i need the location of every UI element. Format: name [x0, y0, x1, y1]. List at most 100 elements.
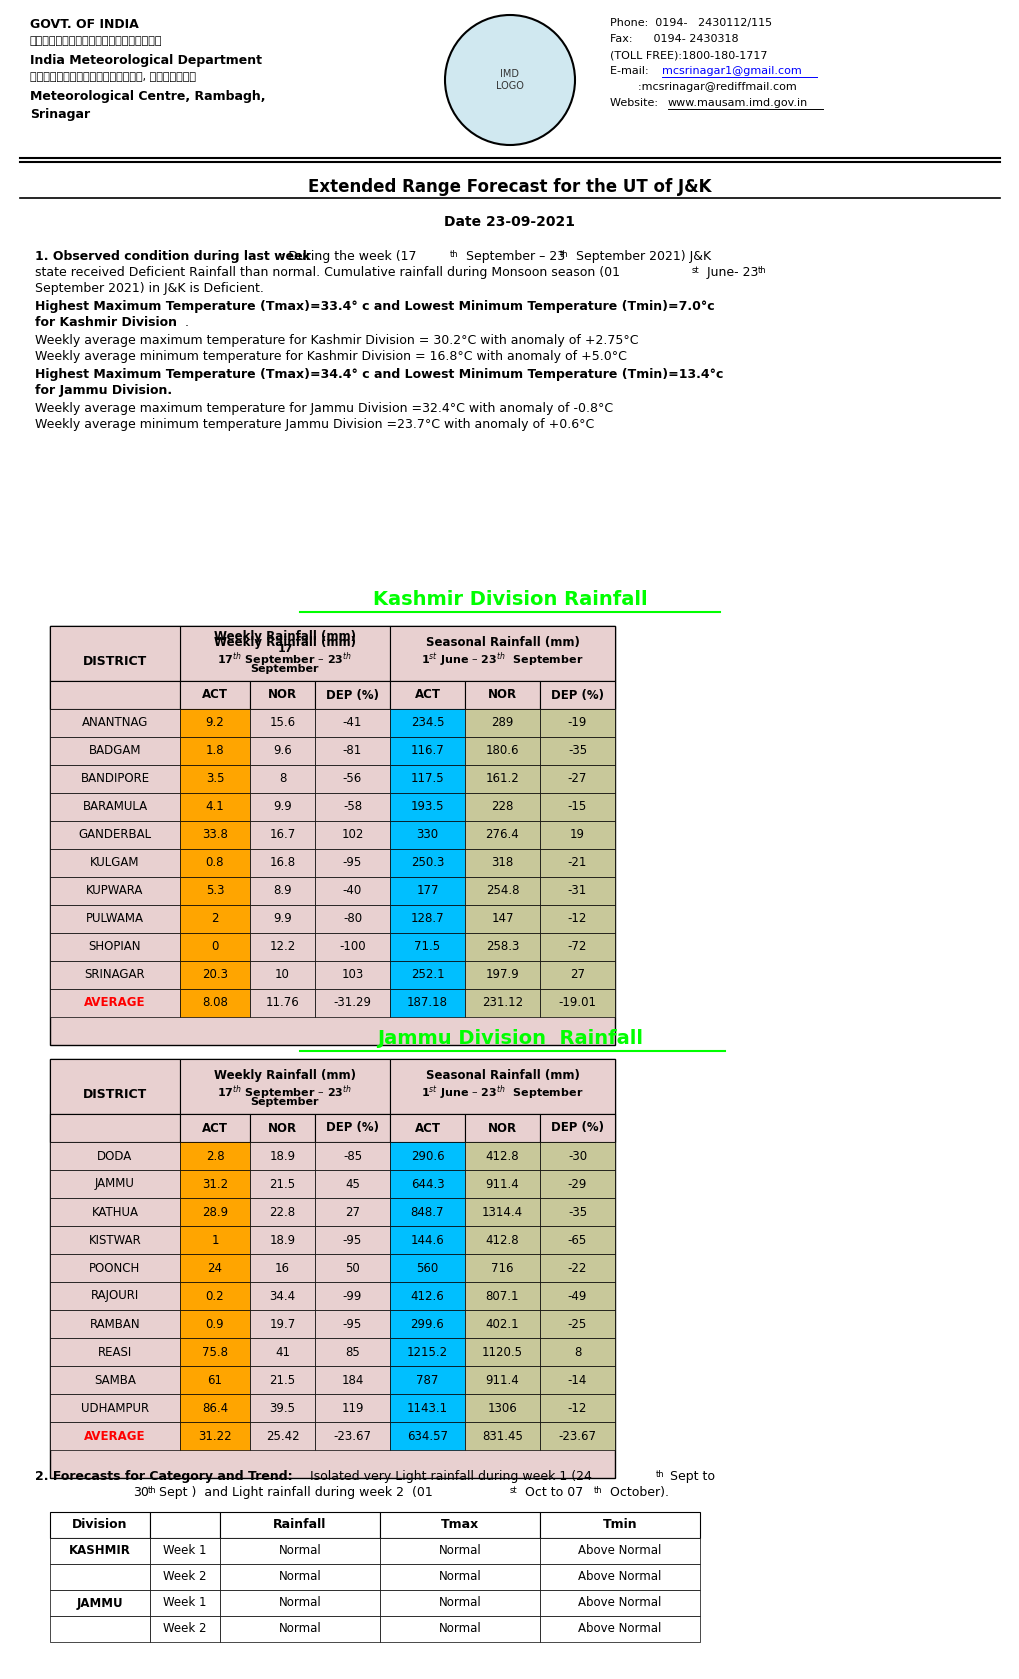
- Bar: [539, 1338, 614, 1367]
- Text: -30: -30: [568, 1150, 587, 1162]
- Text: -19: -19: [568, 717, 587, 729]
- Text: 128.7: 128.7: [411, 912, 444, 925]
- Bar: [250, 792, 315, 821]
- Text: Srinagar: Srinagar: [30, 107, 90, 121]
- Text: -31: -31: [568, 885, 587, 898]
- Bar: [179, 792, 250, 821]
- Bar: [539, 989, 614, 1017]
- Text: 187.18: 187.18: [407, 997, 447, 1009]
- Bar: [50, 1254, 179, 1283]
- Text: .: .: [184, 316, 189, 329]
- Bar: [250, 1254, 315, 1283]
- Text: JAMMU: JAMMU: [95, 1177, 135, 1190]
- Text: 21.5: 21.5: [269, 1373, 296, 1387]
- Text: 45: 45: [344, 1177, 360, 1190]
- Text: -49: -49: [568, 1289, 587, 1303]
- Text: 8: 8: [574, 1345, 581, 1358]
- Bar: [50, 1113, 614, 1142]
- Text: Week 1: Week 1: [163, 1597, 207, 1610]
- Text: -72: -72: [568, 940, 587, 954]
- Bar: [179, 682, 250, 709]
- Bar: [220, 1590, 380, 1615]
- Text: DODA: DODA: [97, 1150, 132, 1162]
- Text: -21: -21: [568, 856, 587, 870]
- Bar: [539, 1513, 699, 1538]
- Text: 27: 27: [344, 1206, 360, 1219]
- Text: 16: 16: [275, 1261, 289, 1274]
- Bar: [389, 1142, 465, 1170]
- Bar: [50, 1142, 179, 1170]
- Text: -12: -12: [568, 1402, 587, 1414]
- Text: Normal: Normal: [278, 1570, 321, 1583]
- Text: 1120.5: 1120.5: [482, 1345, 523, 1358]
- Bar: [50, 1615, 150, 1642]
- Bar: [389, 1283, 465, 1310]
- Text: Weekly Rainfall (mm): Weekly Rainfall (mm): [214, 636, 356, 650]
- Bar: [315, 876, 389, 905]
- Text: -23.67: -23.67: [333, 1429, 371, 1442]
- Bar: [250, 905, 315, 934]
- Bar: [315, 1170, 389, 1199]
- Text: 197.9: 197.9: [485, 969, 519, 982]
- Bar: [389, 709, 465, 737]
- Bar: [389, 1170, 465, 1199]
- Bar: [50, 766, 179, 792]
- Bar: [539, 821, 614, 850]
- Text: 234.5: 234.5: [411, 717, 444, 729]
- Text: st: st: [691, 265, 699, 275]
- Bar: [465, 1170, 539, 1199]
- Bar: [315, 1283, 389, 1310]
- Bar: [315, 792, 389, 821]
- Bar: [250, 709, 315, 737]
- Bar: [315, 821, 389, 850]
- Text: Rainfall: Rainfall: [273, 1518, 326, 1531]
- Bar: [389, 1059, 614, 1113]
- Text: 116.7: 116.7: [411, 744, 444, 757]
- Bar: [250, 821, 315, 850]
- Bar: [150, 1565, 220, 1590]
- Bar: [389, 1367, 465, 1394]
- Text: -56: -56: [342, 772, 362, 786]
- Text: 254.8: 254.8: [485, 885, 519, 898]
- Text: st: st: [510, 1486, 517, 1494]
- Bar: [465, 850, 539, 876]
- Text: Above Normal: Above Normal: [578, 1545, 661, 1558]
- Text: 787: 787: [416, 1373, 438, 1387]
- Bar: [250, 1199, 315, 1226]
- Text: 3.5: 3.5: [206, 772, 224, 786]
- Text: 85: 85: [344, 1345, 360, 1358]
- Bar: [250, 876, 315, 905]
- Bar: [50, 626, 614, 1044]
- Bar: [50, 1113, 179, 1142]
- Text: Weekly average minimum temperature Jammu Division =23.7°C with anomaly of +0.6°C: Weekly average minimum temperature Jammu…: [35, 418, 594, 432]
- Text: 1: 1: [211, 1234, 218, 1246]
- Text: 1314.4: 1314.4: [481, 1206, 523, 1219]
- Text: Jammu Division  Rainfall: Jammu Division Rainfall: [377, 1029, 642, 1048]
- Text: th: th: [593, 1486, 602, 1494]
- Bar: [50, 626, 179, 682]
- Text: Division: Division: [72, 1518, 127, 1531]
- Text: September: September: [251, 1096, 319, 1106]
- Bar: [250, 1113, 315, 1142]
- Text: REASI: REASI: [98, 1345, 132, 1358]
- Text: 193.5: 193.5: [411, 801, 444, 814]
- Text: 402.1: 402.1: [485, 1318, 519, 1330]
- Text: www.mausam.imd.gov.in: www.mausam.imd.gov.in: [667, 97, 807, 107]
- Bar: [250, 1170, 315, 1199]
- Text: KUPWARA: KUPWARA: [87, 885, 144, 898]
- Text: Normal: Normal: [438, 1622, 481, 1635]
- Text: Sept )  and Light rainfall during week 2  (01: Sept ) and Light rainfall during week 2 …: [159, 1486, 432, 1499]
- Text: 177: 177: [416, 885, 438, 898]
- Bar: [179, 1254, 250, 1283]
- Text: Oct to 07: Oct to 07: [521, 1486, 583, 1499]
- Bar: [179, 1422, 250, 1451]
- Text: 17: 17: [277, 645, 292, 655]
- Bar: [465, 1199, 539, 1226]
- Bar: [50, 905, 179, 934]
- Text: Tmax: Tmax: [440, 1518, 479, 1531]
- Text: Sept to: Sept to: [665, 1471, 714, 1483]
- Bar: [389, 1254, 465, 1283]
- Text: Normal: Normal: [438, 1545, 481, 1558]
- Bar: [389, 1226, 465, 1254]
- Text: :mcsrinagar@rediffmail.com: :mcsrinagar@rediffmail.com: [609, 82, 796, 92]
